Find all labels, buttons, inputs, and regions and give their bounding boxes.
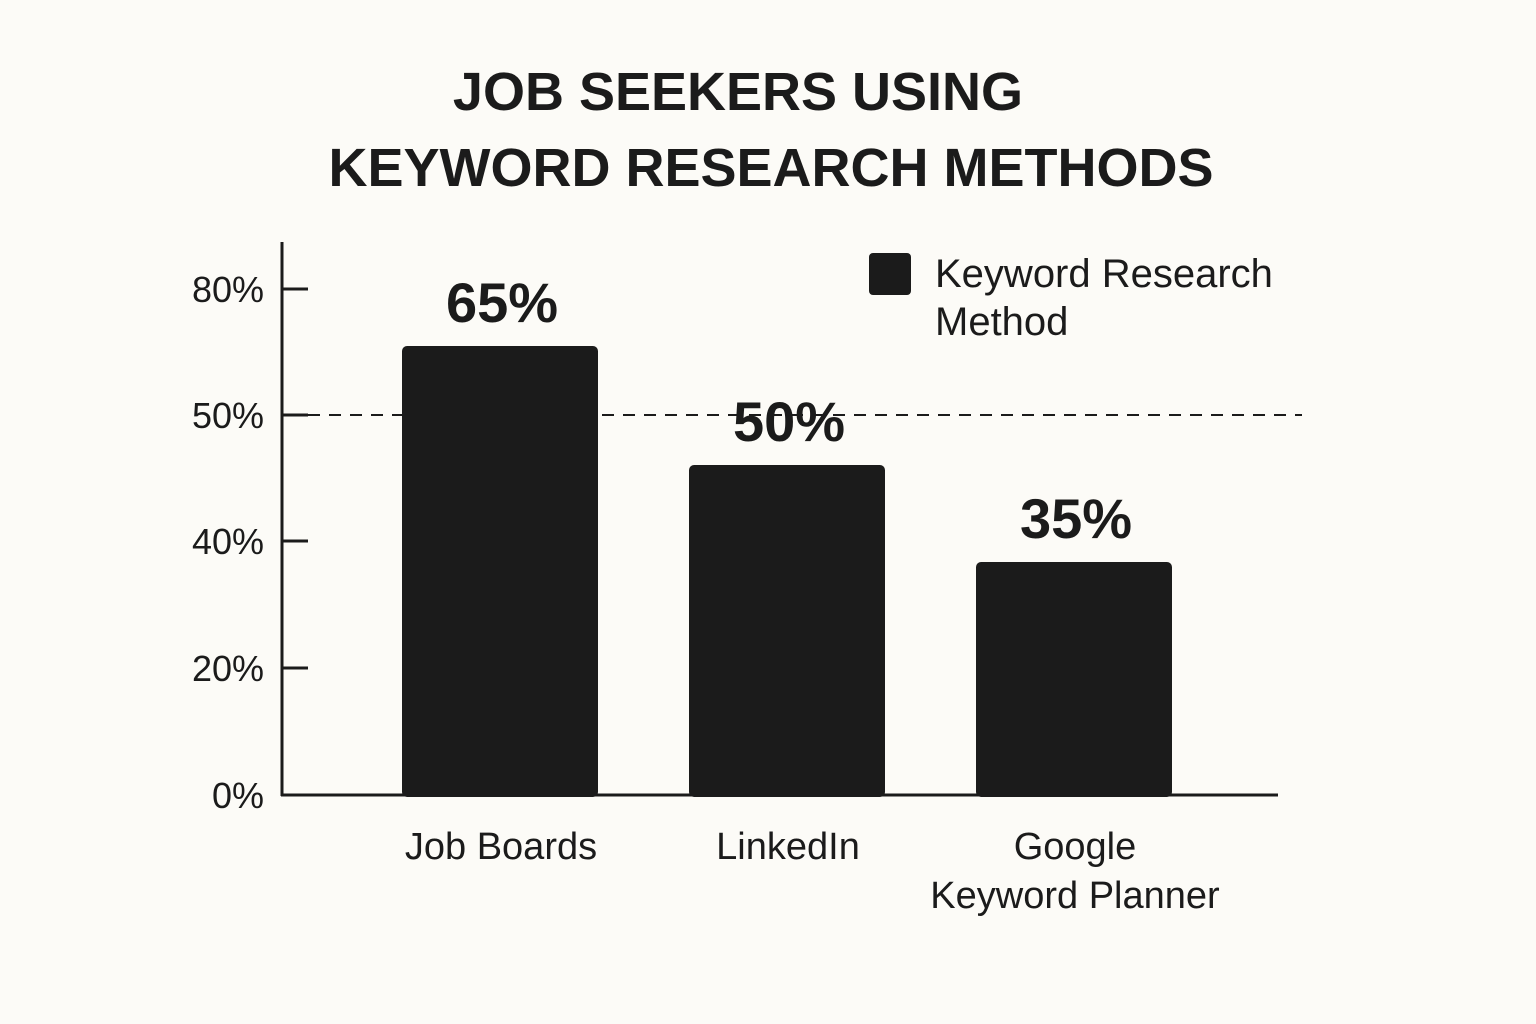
legend-label: Method <box>935 300 1068 344</box>
x-tick-label: Keyword Planner <box>930 875 1220 917</box>
data-label: 35% <box>1020 487 1132 550</box>
bar <box>689 465 885 797</box>
data-label: 65% <box>446 271 558 334</box>
y-tick-label: 50% <box>192 395 264 436</box>
data-label: 50% <box>733 390 845 453</box>
legend-label: Keyword Research <box>935 252 1273 296</box>
legend-swatch <box>869 253 911 295</box>
x-tick-label: LinkedIn <box>716 826 860 868</box>
bar <box>402 346 598 797</box>
y-tick-label: 20% <box>192 648 264 689</box>
bar <box>976 562 1172 797</box>
labels: 65% 50% 35% Job Boards LinkedIn Google Keyword… <box>405 271 1220 917</box>
y-tick-label: 80% <box>192 269 264 310</box>
chart-title-line: KEYWORD RESEARCH METHODS <box>328 138 1213 198</box>
y-tick-label: 0% <box>212 775 264 816</box>
x-tick-label: Job Boards <box>405 826 597 868</box>
chart-title-line: JOB SEEKERS USING <box>453 62 1023 122</box>
x-tick-label: Google <box>1014 826 1137 868</box>
bars <box>402 346 1172 797</box>
chart-title: JOB SEEKERS USING KEYWORD RESEARCH METHOD… <box>328 62 1213 198</box>
y-tick-label: 40% <box>192 521 264 562</box>
